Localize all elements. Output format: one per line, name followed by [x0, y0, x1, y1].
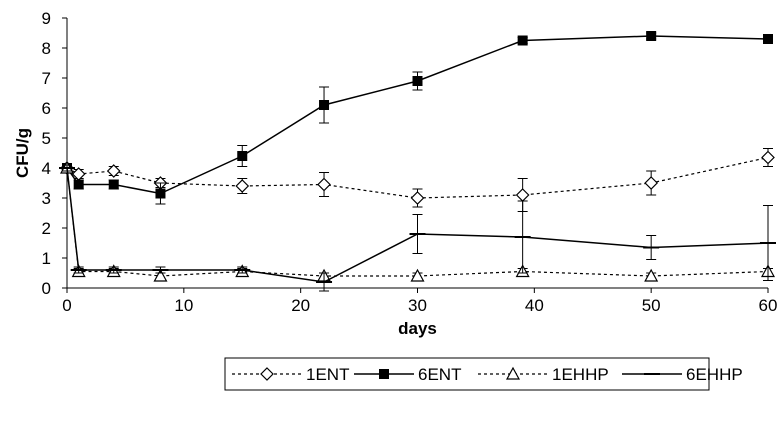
legend-item-1EHHP: 1EHHP — [478, 365, 609, 384]
legend-item-6EHHP: 6EHHP — [622, 365, 743, 384]
series-layer — [59, 31, 776, 292]
marker-square — [379, 369, 389, 379]
x-tick-label: 30 — [408, 296, 427, 315]
marker-square — [108, 179, 119, 190]
series-line — [66, 167, 769, 277]
marker-diamond — [410, 191, 425, 205]
marker-square — [319, 100, 330, 110]
legend-label: 1ENT — [306, 365, 349, 384]
marker-square — [73, 179, 84, 190]
marker-diamond — [761, 150, 775, 165]
marker-diamond — [106, 164, 121, 178]
x-tick-label: 40 — [525, 296, 544, 315]
legend-item-6ENT: 6ENT — [354, 365, 461, 384]
marker-diamond — [260, 367, 274, 381]
marker-diamond — [644, 176, 659, 190]
legend-label: 1EHHP — [552, 365, 609, 384]
marker-triangle — [644, 268, 659, 282]
marker-square — [517, 35, 528, 46]
x-tick-label: 20 — [291, 296, 310, 315]
marker-triangle — [410, 268, 425, 282]
marker-triangle — [505, 366, 521, 380]
marker-square — [646, 31, 657, 41]
y-tick-label: 5 — [42, 129, 51, 148]
marker-square — [763, 34, 773, 44]
y-tick-label: 2 — [42, 219, 51, 238]
marker-diamond — [235, 179, 250, 193]
series-line — [66, 156, 769, 199]
marker-diamond — [317, 177, 331, 192]
y-tick-label: 4 — [42, 159, 51, 178]
x-tick-label: 10 — [174, 296, 193, 315]
y-tick-label: 3 — [42, 189, 51, 208]
legend: 1ENT 6ENT 1EHHP 6EHHP — [224, 357, 743, 391]
legend-label: 6EHHP — [686, 365, 743, 384]
legend-label: 6ENT — [418, 365, 461, 384]
marker-diamond — [515, 188, 530, 202]
series-line — [66, 167, 769, 283]
marker-square — [412, 76, 423, 86]
y-tick-label: 1 — [42, 249, 51, 268]
legend-item-1ENT: 1ENT — [232, 365, 349, 384]
y-tick-label: 6 — [42, 99, 51, 118]
y-axis-label: CFU/g — [13, 128, 32, 178]
y-tick-label: 0 — [42, 279, 51, 298]
x-tick-label: 50 — [642, 296, 661, 315]
series-line — [66, 35, 769, 195]
marker-square — [155, 188, 166, 199]
axes — [62, 17, 769, 293]
y-tick-label: 9 — [42, 9, 51, 28]
x-axis-label: days — [398, 319, 437, 338]
series-6ENT — [62, 31, 773, 205]
series-6EHHP — [59, 164, 776, 292]
x-tick-label: 60 — [759, 296, 778, 315]
x-tick-label: 0 — [62, 296, 71, 315]
y-tick-label: 8 — [42, 39, 51, 58]
marker-square — [237, 151, 248, 161]
series-1ENT — [60, 148, 775, 212]
tick-labels: 0 1 2 3 4 5 6 7 8 9 0 10 20 30 40 50 60 — [42, 9, 778, 315]
marker-triangle — [153, 268, 168, 282]
y-tick-label: 7 — [42, 69, 51, 88]
